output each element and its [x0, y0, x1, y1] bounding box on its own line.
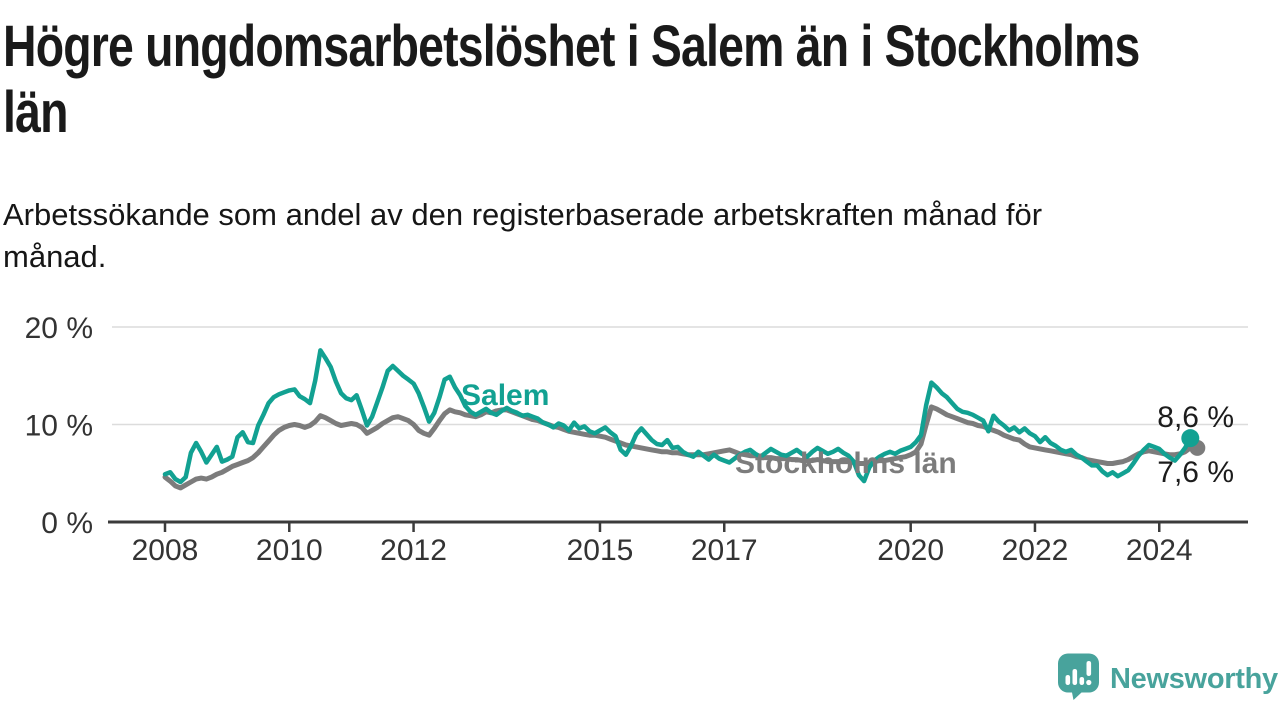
svg-text:2022: 2022	[1002, 534, 1069, 567]
svg-text:10 %: 10 %	[25, 410, 93, 443]
series-label-stockholms-lan: Stockholms län	[735, 447, 957, 480]
page-title: Högre ungdomsarbetslöshet i Salem än i S…	[3, 14, 1140, 146]
newsworthy-logo-text: Newsworthy	[1110, 662, 1278, 695]
series-label-salem: Salem	[461, 379, 550, 412]
svg-text:2012: 2012	[380, 534, 447, 567]
svg-text:2015: 2015	[567, 534, 634, 567]
svg-text:20 %: 20 %	[25, 312, 93, 345]
latest-value-salem: 8,6 %	[1157, 401, 1234, 434]
latest-value-stockholms-lan: 7,6 %	[1157, 456, 1234, 489]
newsworthy-chart-bubble-icon	[1056, 652, 1101, 706]
svg-text:0 %: 0 %	[41, 507, 93, 540]
chart-subtitle: Arbetssökande som andel av den registerb…	[3, 197, 1043, 275]
svg-text:2008: 2008	[132, 534, 199, 567]
svg-text:2017: 2017	[691, 534, 758, 567]
svg-text:2010: 2010	[256, 534, 323, 567]
svg-text:2020: 2020	[877, 534, 944, 567]
svg-text:2024: 2024	[1126, 534, 1193, 567]
newsworthy-logo[interactable]: Newsworthy	[1056, 652, 1278, 706]
